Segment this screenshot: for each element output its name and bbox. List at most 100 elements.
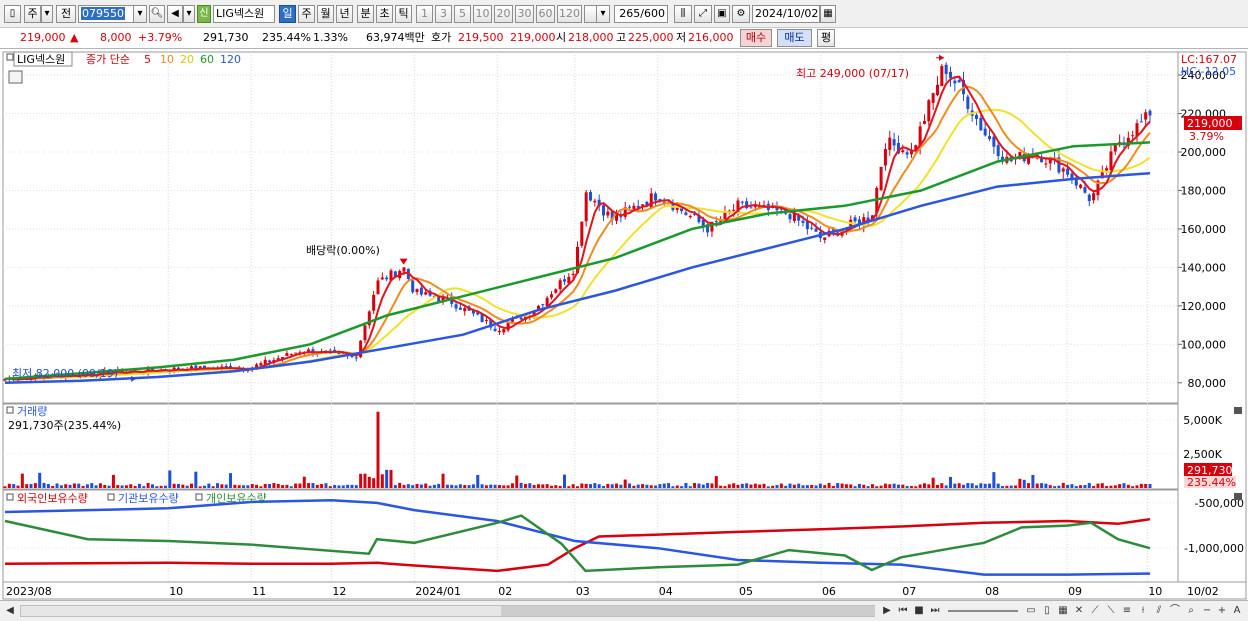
- volume-bar: [688, 486, 692, 488]
- period-select[interactable]: 주: [24, 5, 41, 23]
- volume-bar: [883, 483, 887, 488]
- compare-icon[interactable]: ⤢: [694, 5, 712, 23]
- volume-bar: [380, 474, 384, 488]
- indiv-checkbox-icon[interactable]: [195, 493, 203, 501]
- draw-arc-icon[interactable]: ⌒: [1170, 605, 1180, 616]
- gear-icon[interactable]: ⚙: [732, 5, 750, 23]
- rewind-icon[interactable]: ⏮: [898, 605, 908, 616]
- eval-button[interactable]: 평: [817, 29, 835, 47]
- tab-minute[interactable]: 분: [357, 5, 374, 23]
- tab-day[interactable]: 일: [279, 5, 296, 23]
- stock-name-field[interactable]: LIG넥스원: [213, 5, 275, 23]
- candle-body: [532, 311, 536, 317]
- fast-forward-icon[interactable]: ⏭: [930, 605, 940, 616]
- crosshair-icon[interactable]: ✕: [1074, 605, 1084, 616]
- volume-bar: [697, 483, 701, 488]
- draw-line-icon[interactable]: ⟋: [1091, 605, 1099, 616]
- volume-tick-label: 5,000K: [1183, 414, 1222, 427]
- candle-body: [1092, 193, 1096, 201]
- minute-1-button[interactable]: 1: [416, 5, 433, 23]
- stop-icon[interactable]: ■: [914, 605, 924, 616]
- tab-year[interactable]: 년: [336, 5, 353, 23]
- candle-type-icon[interactable]: ⫼: [674, 5, 692, 23]
- minute-10-button[interactable]: 10: [473, 5, 492, 23]
- calculator-icon[interactable]: [8, 70, 23, 84]
- zoom-icon[interactable]: ⌕: [1188, 605, 1194, 616]
- layout-icon[interactable]: ▭: [1026, 605, 1036, 616]
- speaker-dropdown-icon[interactable]: ▾: [183, 5, 195, 23]
- minute-30-button[interactable]: 30: [515, 5, 534, 23]
- volume-bar: [580, 483, 584, 488]
- volume-bar: [1048, 485, 1052, 488]
- volume-panel-checkbox-icon[interactable]: [6, 406, 14, 414]
- panel-checkbox-icon[interactable]: [6, 53, 14, 61]
- volume-bar: [302, 476, 306, 488]
- scrollbar-thumb[interactable]: [501, 606, 875, 616]
- candle-body: [641, 204, 645, 206]
- stock-code-input[interactable]: 079550: [78, 5, 134, 23]
- stock-chart[interactable]: 240,000220,000200,000180,000160,000140,0…: [0, 50, 1248, 600]
- calendar-icon[interactable]: ▦: [820, 5, 836, 23]
- tab-tick[interactable]: 틱: [395, 5, 412, 23]
- volume-bar: [155, 486, 159, 488]
- save-icon[interactable]: ▣: [714, 5, 730, 23]
- holding-panel-checkbox-icon[interactable]: [6, 493, 14, 501]
- volume-bar: [216, 483, 220, 488]
- volume-panel-close-icon[interactable]: [1234, 407, 1242, 414]
- holding-tick-label: -1,000,000: [1184, 542, 1244, 555]
- zoom-in-icon[interactable]: +: [1217, 605, 1227, 616]
- holding-panel-close-icon[interactable]: [1234, 493, 1242, 500]
- candle-body: [935, 84, 939, 95]
- horizontal-scrollbar[interactable]: [20, 605, 875, 617]
- minute-120-button[interactable]: 120: [557, 5, 582, 23]
- volume-bar: [55, 483, 59, 488]
- candle-body: [740, 201, 744, 203]
- zoom-out-icon[interactable]: −: [1202, 605, 1212, 616]
- chart-type-icon[interactable]: ▯: [4, 5, 21, 23]
- speaker-icon[interactable]: ◀: [167, 5, 183, 23]
- inst-checkbox-icon[interactable]: [107, 493, 115, 501]
- trade-amount: 63,974백만: [366, 31, 425, 44]
- candle-body: [489, 320, 493, 328]
- sell-button[interactable]: 매도: [777, 29, 812, 47]
- scroll-right-icon[interactable]: ▶: [883, 605, 891, 616]
- vertical-grid: [167, 52, 1148, 582]
- volume-bar: [966, 483, 970, 488]
- scroll-left-icon[interactable]: ◀: [6, 605, 14, 616]
- minute-5-button[interactable]: 5: [454, 5, 471, 23]
- minute-20-button[interactable]: 20: [494, 5, 513, 23]
- buy-button[interactable]: 매수: [740, 29, 772, 47]
- zoom-slider[interactable]: [948, 610, 1018, 612]
- search-icon[interactable]: 🔍︎: [149, 5, 165, 23]
- draw-fib-icon[interactable]: ≡: [1122, 605, 1132, 616]
- minute-3-button[interactable]: 3: [435, 5, 452, 23]
- max-marker-arrow: [939, 54, 945, 61]
- minute-60-button[interactable]: 60: [536, 5, 555, 23]
- tab-month[interactable]: 월: [317, 5, 334, 23]
- code-dropdown-icon[interactable]: ▾: [133, 5, 147, 23]
- draw-channel-icon[interactable]: ⫽: [1156, 605, 1162, 616]
- volume-bar: [849, 484, 853, 488]
- prev-button[interactable]: 전: [56, 5, 76, 23]
- volume-bar: [341, 485, 345, 488]
- draw-text-icon[interactable]: ⟊: [1141, 605, 1145, 616]
- tab-second[interactable]: 초: [376, 5, 393, 23]
- draw-trend-icon[interactable]: ⟍: [1107, 605, 1115, 616]
- volume-bar: [1105, 486, 1109, 488]
- volume-bar: [597, 484, 601, 488]
- custom-dropdown-icon[interactable]: ▾: [596, 5, 610, 23]
- layout-grid-icon[interactable]: ▦: [1058, 605, 1068, 616]
- font-size-icon[interactable]: A: [1233, 605, 1241, 616]
- tab-week[interactable]: 주: [298, 5, 315, 23]
- candle-body: [523, 314, 527, 320]
- low-price: 216,000: [688, 31, 734, 44]
- volume-bar: [827, 482, 831, 488]
- layout-split-icon[interactable]: ▯: [1044, 605, 1050, 616]
- date-field[interactable]: 2024/10/02: [752, 5, 820, 23]
- volume-bar: [1092, 486, 1096, 488]
- period-dropdown-icon[interactable]: ▾: [41, 5, 53, 23]
- chart-area[interactable]: 240,000 220,000 200,000 180,000 160,000 140,0…: [0, 50, 1248, 600]
- count-field[interactable]: 265/600: [614, 5, 668, 23]
- volume-bar: [1018, 478, 1022, 488]
- candle-body: [948, 71, 952, 78]
